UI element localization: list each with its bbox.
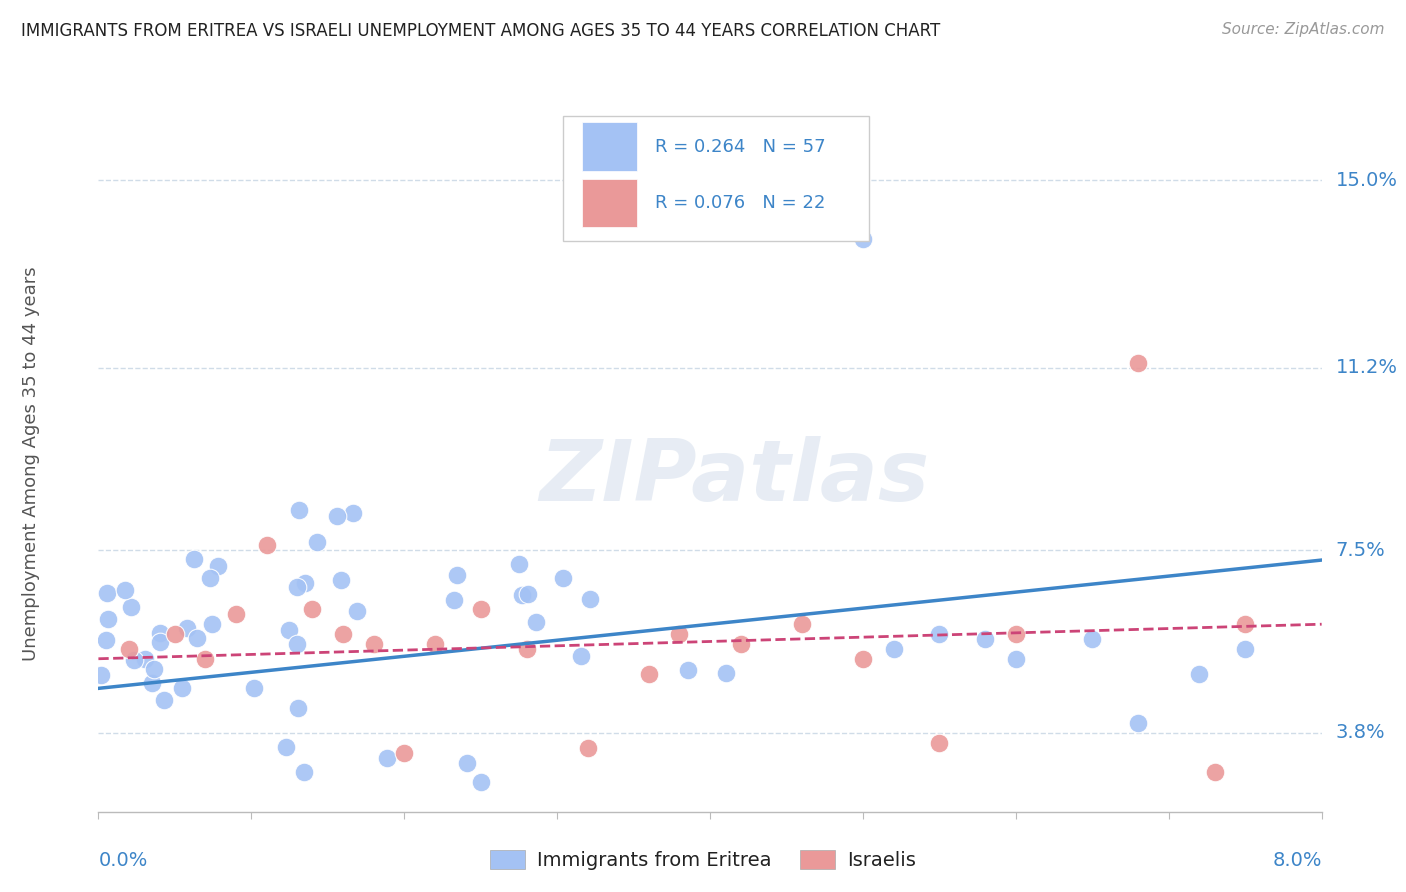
Point: [256, 538, 278, 552]
FancyBboxPatch shape: [564, 116, 869, 241]
Point: [1128, 356, 1150, 370]
Point: [517, 587, 540, 601]
Text: 7.5%: 7.5%: [1336, 541, 1385, 559]
Point: [148, 635, 170, 649]
Point: [423, 637, 446, 651]
Point: [120, 600, 142, 615]
Point: [579, 592, 602, 607]
Point: [730, 637, 752, 651]
Point: [149, 625, 172, 640]
Point: [90, 668, 112, 682]
Point: [1188, 666, 1211, 681]
Point: [288, 503, 311, 517]
Point: [134, 651, 156, 665]
Point: [637, 666, 661, 681]
Point: [392, 746, 416, 760]
Text: 8.0%: 8.0%: [1272, 851, 1322, 870]
Point: [510, 588, 533, 602]
Point: [201, 617, 224, 632]
Point: [974, 632, 997, 646]
Legend: Immigrants from Eritrea, Israelis: Immigrants from Eritrea, Israelis: [482, 842, 924, 878]
Text: 11.2%: 11.2%: [1336, 358, 1398, 377]
Point: [470, 775, 492, 789]
Point: [852, 232, 875, 246]
Point: [114, 583, 136, 598]
Point: [714, 665, 737, 680]
Point: [576, 740, 599, 755]
Point: [301, 602, 323, 616]
Point: [508, 557, 530, 571]
Point: [294, 576, 316, 591]
Point: [443, 593, 465, 607]
Point: [1004, 627, 1026, 641]
FancyBboxPatch shape: [582, 122, 637, 171]
Point: [186, 631, 208, 645]
Text: ZIPatlas: ZIPatlas: [540, 436, 929, 519]
Point: [163, 627, 186, 641]
Point: [551, 571, 574, 585]
Point: [470, 602, 492, 616]
Point: [176, 621, 198, 635]
Point: [285, 637, 308, 651]
Point: [285, 580, 308, 594]
Text: R = 0.264   N = 57: R = 0.264 N = 57: [655, 137, 825, 155]
Point: [928, 736, 950, 750]
Point: [326, 508, 349, 523]
Point: [225, 607, 247, 622]
Point: [1081, 632, 1104, 646]
Point: [207, 558, 229, 573]
Point: [569, 649, 592, 664]
Point: [668, 627, 690, 641]
Point: [183, 551, 205, 566]
Point: [305, 535, 328, 549]
Point: [1234, 641, 1257, 656]
Point: [346, 604, 368, 618]
Text: Source: ZipAtlas.com: Source: ZipAtlas.com: [1222, 22, 1385, 37]
Point: [332, 627, 354, 641]
Point: [96, 586, 118, 600]
Point: [142, 662, 165, 676]
Point: [292, 764, 315, 779]
Point: [852, 652, 875, 666]
Point: [274, 740, 297, 755]
Point: [198, 571, 221, 585]
Point: [342, 506, 364, 520]
Point: [456, 756, 478, 771]
Point: [170, 681, 193, 695]
Point: [97, 612, 120, 626]
Point: [883, 641, 905, 656]
Point: [1128, 715, 1150, 730]
Text: 3.8%: 3.8%: [1336, 723, 1385, 742]
Text: 15.0%: 15.0%: [1336, 170, 1398, 190]
Text: Unemployment Among Ages 35 to 44 years: Unemployment Among Ages 35 to 44 years: [22, 267, 41, 661]
Point: [1204, 765, 1226, 780]
Point: [243, 681, 266, 696]
Point: [516, 641, 538, 656]
Point: [928, 627, 950, 641]
Point: [118, 641, 141, 656]
Text: 0.0%: 0.0%: [98, 851, 148, 870]
Point: [277, 623, 299, 637]
Point: [194, 652, 217, 666]
Text: R = 0.076   N = 22: R = 0.076 N = 22: [655, 194, 825, 212]
Point: [1234, 617, 1257, 632]
Text: IMMIGRANTS FROM ERITREA VS ISRAELI UNEMPLOYMENT AMONG AGES 35 TO 44 YEARS CORREL: IMMIGRANTS FROM ERITREA VS ISRAELI UNEMP…: [21, 22, 941, 40]
Point: [287, 701, 309, 715]
Point: [96, 633, 118, 648]
Point: [790, 617, 813, 632]
Point: [153, 693, 176, 707]
Point: [363, 637, 385, 651]
Point: [330, 573, 353, 587]
Point: [375, 751, 398, 765]
Point: [141, 676, 163, 690]
Point: [1004, 652, 1026, 666]
Point: [524, 615, 547, 630]
Point: [446, 568, 468, 582]
FancyBboxPatch shape: [582, 178, 637, 227]
Point: [122, 653, 145, 667]
Point: [676, 663, 699, 677]
